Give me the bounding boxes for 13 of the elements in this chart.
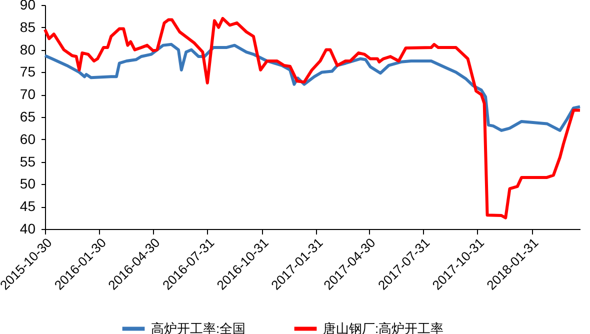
line-series: [44, 42, 582, 132]
y-tick-label: 85: [20, 18, 36, 35]
y-tick-label: 70: [20, 86, 36, 102]
y-tick-label: 40: [20, 220, 36, 236]
y-tick-label: 45: [20, 198, 36, 214]
y-tick-label: 65: [20, 108, 36, 124]
y-tick-label: 75: [20, 64, 36, 80]
y-tick-label: 90: [20, 0, 36, 12]
y-tick-label: 55: [20, 153, 36, 170]
line-series: [44, 16, 582, 220]
y-tick-label: 60: [20, 130, 36, 147]
y-tick-label: 50: [20, 176, 36, 192]
y-tick-label: 80: [20, 41, 36, 58]
